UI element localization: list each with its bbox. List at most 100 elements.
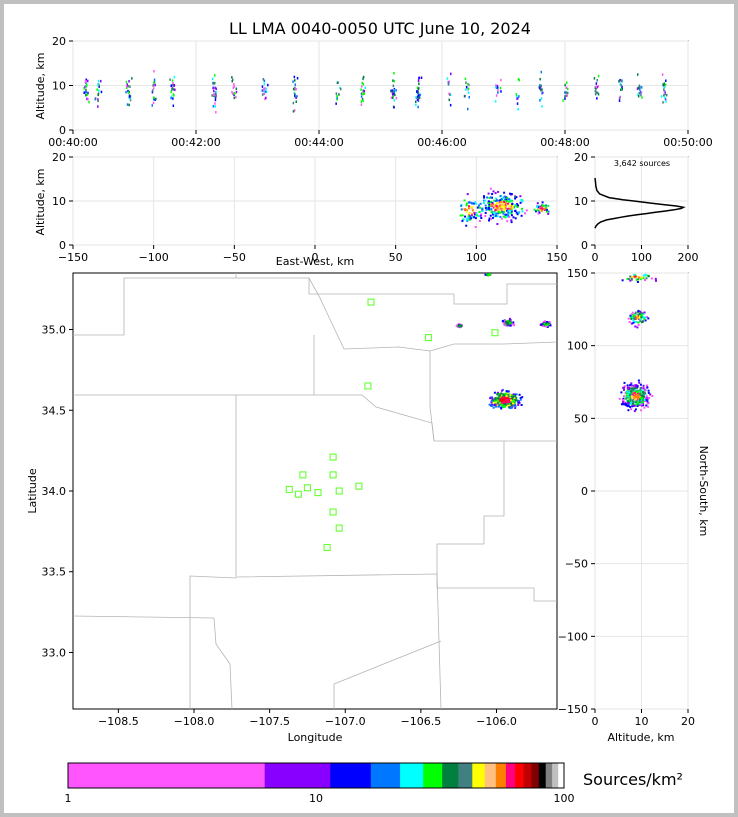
time-source-point — [153, 81, 155, 84]
plan-source-point — [546, 321, 549, 323]
plan-source-point — [492, 400, 495, 403]
ew-source-point — [491, 196, 493, 199]
ns-source-point — [629, 316, 632, 319]
plan-source-point — [508, 319, 511, 322]
ew-source-point — [505, 200, 508, 203]
ew-source-point — [503, 191, 506, 194]
plan-source-point — [508, 406, 511, 409]
ns-source-point — [634, 393, 637, 395]
time-source-point — [464, 77, 467, 81]
ew-source-point — [511, 199, 513, 202]
plan-source-point — [508, 393, 511, 396]
time-source-point — [363, 89, 366, 93]
time-source-point — [596, 79, 598, 82]
lma-station-marker — [294, 490, 302, 498]
time-source-point — [172, 81, 174, 85]
plan-source-point — [511, 397, 514, 400]
time-source-point — [87, 98, 89, 101]
colorbar-cell — [472, 763, 486, 788]
plan-source-point — [501, 320, 504, 323]
ns-source-point — [633, 398, 636, 401]
ew-source-point — [492, 206, 495, 209]
ew-source-point — [468, 214, 470, 217]
ew-source-point — [471, 206, 474, 208]
time-source-point — [541, 105, 543, 108]
time-source-point — [292, 80, 294, 83]
ns-source-point — [640, 390, 642, 393]
ew-source-point — [471, 209, 474, 212]
ew-source-point — [502, 212, 505, 215]
time-source-point — [564, 83, 566, 87]
plan-source-point — [546, 326, 549, 328]
ew-source-point — [488, 219, 490, 222]
plan-source-point — [504, 320, 507, 323]
time-source-point — [393, 92, 395, 96]
time-source-point — [465, 81, 467, 84]
time-source-point — [151, 89, 154, 92]
y-tick-label: 33.0 — [42, 646, 67, 659]
time-source-point — [336, 96, 338, 100]
plan-source-point — [504, 401, 507, 404]
ew-source-point — [500, 198, 503, 200]
time-source-point — [393, 72, 395, 75]
time-source-point — [637, 95, 640, 98]
plan-source-point — [509, 394, 512, 396]
ew-source-point — [489, 201, 492, 203]
time-source-point — [172, 104, 175, 107]
time-source-point — [540, 70, 542, 74]
time-source-point — [619, 96, 621, 99]
time-source-point — [97, 105, 99, 108]
time-source-point — [87, 79, 89, 83]
time-source-point — [360, 100, 363, 103]
plan-source-point — [496, 393, 499, 396]
ns-source-point — [627, 404, 630, 407]
time-source-point — [211, 94, 213, 97]
time-source-point — [596, 97, 598, 100]
ew-source-point — [495, 212, 498, 215]
plan-source-point — [502, 398, 505, 401]
time-source-point — [85, 78, 87, 81]
plan-source-point — [506, 392, 508, 395]
time-source-point — [296, 95, 298, 98]
y-tick-label: 20 — [52, 35, 66, 48]
time-source-point — [618, 80, 620, 83]
time-source-point — [293, 75, 296, 79]
ew-source-point — [539, 209, 542, 212]
time-source-point — [662, 101, 664, 104]
ew-source-point — [507, 209, 510, 212]
time-source-point — [215, 111, 217, 114]
colorbar-cell — [400, 763, 424, 788]
ew-source-point — [487, 192, 490, 195]
ew-source-point — [462, 218, 465, 221]
time-source-point — [417, 98, 420, 101]
ns-source-point — [629, 314, 632, 317]
ns-source-point — [655, 279, 657, 282]
ew-source-point — [496, 202, 498, 205]
ns-source-point — [636, 275, 639, 278]
time-source-point — [294, 83, 296, 86]
ns-source-point — [646, 402, 649, 405]
time-source-point — [98, 89, 100, 92]
time-source-point — [213, 82, 215, 85]
time-source-point — [662, 83, 664, 86]
ns-source-point — [645, 277, 648, 280]
ew-source-point — [484, 211, 487, 214]
x-tick-label: −106.0 — [476, 715, 517, 728]
time-source-point — [339, 86, 341, 90]
plan-source-point — [507, 394, 510, 397]
ew-source-point — [508, 198, 510, 201]
ew-source-point — [545, 209, 548, 211]
ns-source-point — [632, 319, 635, 322]
plan-source-point — [507, 398, 510, 401]
ew-source-point — [474, 226, 477, 228]
time-source-point — [468, 83, 470, 87]
ns-source-point — [638, 394, 641, 397]
ew-source-point — [515, 196, 518, 199]
x-tick-label: 00:50:00 — [663, 136, 712, 149]
ew-source-point — [496, 223, 499, 225]
time-source-point — [660, 95, 663, 98]
ew-source-point — [489, 196, 492, 199]
time-source-point — [127, 85, 129, 88]
ns-source-point — [636, 390, 638, 393]
ns-source-point — [637, 379, 640, 382]
